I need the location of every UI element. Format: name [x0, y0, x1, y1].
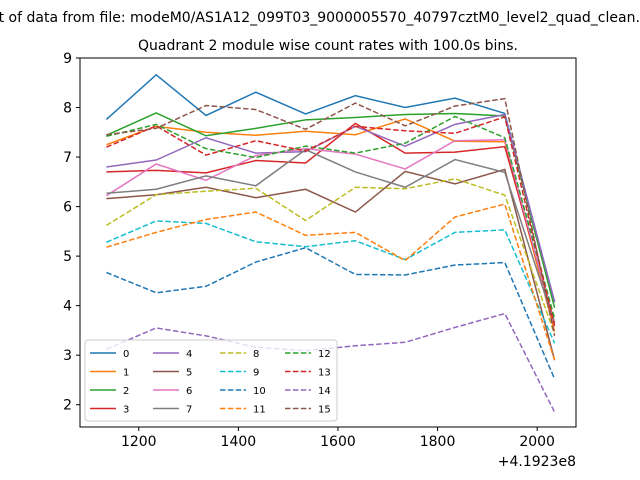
legend-label-11: 11 [253, 405, 266, 416]
x-axis: 1200 1400 1600 1800 2000 [121, 427, 555, 450]
series-line-15 [106, 97, 556, 337]
series-line-8 [105, 178, 556, 335]
series-line-6 [105, 138, 556, 327]
legend-label-15: 15 [318, 405, 331, 416]
series-line-9 [106, 220, 556, 344]
chart-title: Quadrant 2 module wise count rates with … [138, 38, 518, 54]
legend-box [84, 339, 338, 422]
y-tick-label: 7 [63, 150, 72, 166]
y-tick-label: 8 [63, 101, 72, 117]
series-line-13 [106, 115, 556, 327]
y-tick-label: 4 [63, 299, 72, 315]
series-line-1 [106, 118, 556, 332]
legend-label-13: 13 [318, 368, 331, 379]
series-line-10 [106, 246, 556, 380]
y-axis: 2 3 4 5 6 7 8 9 [63, 51, 80, 414]
series-line-12 [106, 115, 556, 319]
legend-label-8: 8 [253, 349, 259, 360]
legend-label-7: 7 [186, 405, 192, 416]
y-tick-label: 5 [63, 249, 72, 265]
x-tick-label: 1600 [320, 434, 356, 450]
legend-label-1: 1 [123, 368, 129, 379]
series-line-0 [105, 73, 556, 303]
legend-label-4: 4 [186, 349, 192, 360]
series-line-11 [106, 203, 556, 361]
x-tick-label: 1800 [420, 434, 456, 450]
series-line-2 [106, 112, 556, 308]
y-tick-label: 2 [63, 398, 72, 414]
legend-label-12: 12 [318, 349, 331, 360]
series-line-5 [106, 168, 556, 361]
legend-label-5: 5 [186, 368, 192, 379]
plot-frame [79, 57, 577, 428]
y-tick-label: 6 [63, 200, 72, 216]
series-layer [105, 73, 556, 413]
legend-label-3: 3 [123, 405, 129, 416]
legend-label-6: 6 [186, 386, 192, 397]
chart-suptitle: Plot of data from file: modeM0/AS1A12_09… [0, 10, 640, 26]
legend-label-14: 14 [318, 386, 331, 397]
legend-label-10: 10 [253, 386, 266, 397]
x-tick-label: 1200 [121, 434, 157, 450]
x-offset-label: +4.1923e8 [498, 454, 576, 470]
x-tick-label: 1400 [221, 434, 257, 450]
x-tick-label: 2000 [519, 434, 555, 450]
legend-label-2: 2 [123, 386, 129, 397]
legend-label-9: 9 [253, 368, 259, 379]
legend-label-0: 0 [123, 349, 129, 360]
series-line-7 [106, 148, 556, 324]
y-tick-label: 9 [63, 51, 72, 67]
y-tick-label: 3 [63, 348, 72, 364]
